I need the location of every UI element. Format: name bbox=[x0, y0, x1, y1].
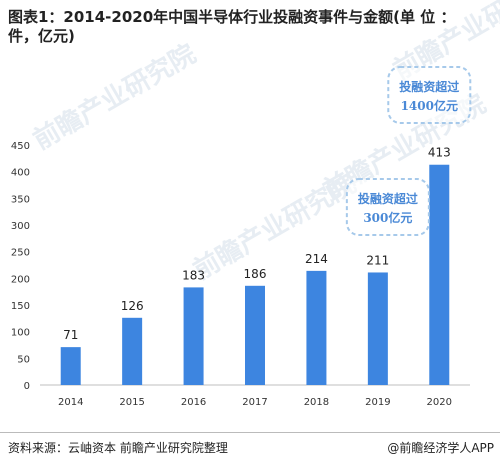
y-tick-label: 300 bbox=[11, 221, 30, 232]
y-tick-label: 450 bbox=[11, 141, 30, 152]
bar-2014 bbox=[60, 347, 81, 385]
bar-2019 bbox=[367, 272, 388, 385]
bar-2020 bbox=[429, 164, 450, 385]
bar-value-label: 413 bbox=[428, 146, 451, 160]
bar-value-label: 126 bbox=[121, 299, 144, 313]
bar-2018 bbox=[306, 270, 327, 385]
x-tick-label: 2016 bbox=[181, 397, 206, 408]
chart-title: 图表1：2014-2020年中国半导体行业投融资事件与金额(单 位 ：件，亿元) bbox=[8, 8, 456, 45]
annotation-text: 投融资超过 bbox=[358, 191, 418, 206]
bar-2017 bbox=[245, 285, 265, 385]
source-note: 资料来源：云岫资本 前瞻产业研究院整理 bbox=[8, 441, 228, 455]
x-tick-label: 2015 bbox=[119, 397, 144, 408]
bar-2016 bbox=[183, 287, 204, 385]
x-tick-label: 2014 bbox=[58, 397, 83, 408]
y-tick-label: 0 bbox=[24, 381, 30, 392]
footer: 资料来源：云岫资本 前瞻产业研究院整理 @前瞻经济学人APP bbox=[0, 432, 500, 465]
y-tick-label: 350 bbox=[11, 194, 30, 205]
bar-value-label: 186 bbox=[244, 267, 267, 281]
brand-credit: @前瞻经济学人APP bbox=[387, 441, 494, 455]
annotation-layer: 投融资超过 300亿元 投融资超过 1400亿元 bbox=[345, 66, 472, 236]
y-tick-label: 250 bbox=[11, 248, 30, 259]
watermark-text: 前瞻产业研究院 bbox=[28, 38, 201, 156]
x-tick-label: 2018 bbox=[304, 397, 329, 408]
y-tick-label: 150 bbox=[11, 301, 30, 312]
annotation-text: 投融资超过 bbox=[399, 79, 459, 94]
y-tick-label: 50 bbox=[17, 354, 30, 365]
bar-value-label: 71 bbox=[63, 328, 78, 342]
x-tick-label: 2020 bbox=[427, 397, 452, 408]
y-tick-label: 400 bbox=[11, 168, 30, 179]
x-tick-label: 2017 bbox=[242, 397, 267, 408]
bar-value-label: 183 bbox=[182, 268, 205, 282]
y-tick-label: 100 bbox=[11, 328, 30, 339]
bar-value-label: 211 bbox=[366, 253, 389, 267]
annotation-text: 1400亿元 bbox=[401, 98, 458, 113]
bar-value-label: 214 bbox=[305, 252, 328, 266]
bar-2015 bbox=[122, 317, 143, 385]
y-tick-label: 200 bbox=[11, 274, 30, 285]
x-tick-label: 2019 bbox=[365, 397, 390, 408]
annotation-box bbox=[345, 178, 430, 236]
annotation-text: 300亿元 bbox=[363, 210, 412, 225]
bars-layer: 71 2014 126 2015 183 2016 186 2017 214 2018 211 201… bbox=[58, 146, 452, 408]
annotation-box bbox=[387, 66, 472, 124]
